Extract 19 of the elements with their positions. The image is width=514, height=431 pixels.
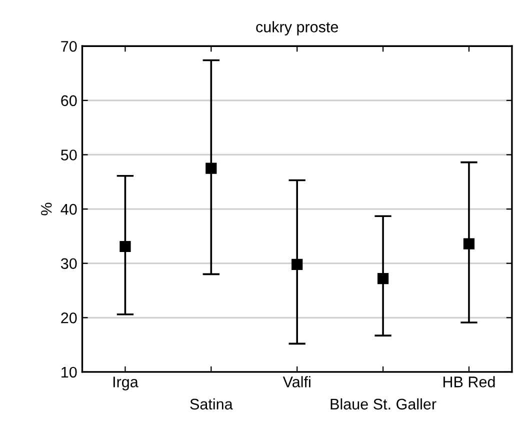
x-tick-label: Satina bbox=[190, 398, 233, 410]
y-tick-label: 30 bbox=[60, 258, 77, 270]
x-tick-label: HB Red bbox=[443, 376, 495, 388]
chart-title: cukry proste bbox=[256, 21, 338, 36]
y-axis-title: % bbox=[41, 202, 52, 216]
y-tick-label: 40 bbox=[60, 204, 77, 215]
point bbox=[463, 238, 475, 250]
x-tick-label: Blaue St. Galler bbox=[330, 398, 436, 410]
y-tick-label: 50 bbox=[61, 150, 77, 160]
point bbox=[377, 272, 389, 284]
point bbox=[292, 258, 303, 270]
y-tick-label: 10 bbox=[62, 366, 77, 378]
x-tick-label: Irga bbox=[113, 376, 138, 390]
y-tick-label: 20 bbox=[61, 312, 77, 324]
x-tick-label: Valfi bbox=[282, 376, 310, 388]
point bbox=[120, 240, 131, 252]
point bbox=[206, 162, 217, 174]
y-tick-label: 70 bbox=[61, 40, 77, 52]
y-tick-label: 60 bbox=[61, 95, 77, 106]
